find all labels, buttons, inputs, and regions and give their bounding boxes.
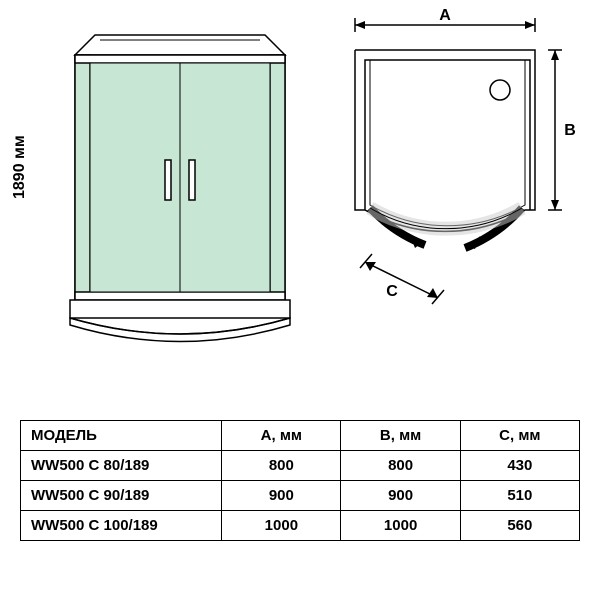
dim-label-a: A (439, 7, 451, 24)
dimensions-table: МОДЕЛЬ А, мм В, мм С, мм WW500 C 80/189 … (20, 420, 580, 541)
col-model: МОДЕЛЬ (21, 421, 222, 451)
dimensions-table-container: МОДЕЛЬ А, мм В, мм С, мм WW500 C 80/189 … (20, 420, 580, 541)
table-row: WW500 C 80/189 800 800 430 (21, 451, 580, 481)
col-b: В, мм (341, 421, 460, 451)
dim-label-c: C (386, 283, 398, 300)
dim-label-b: B (564, 122, 576, 139)
table-row: WW500 C 90/189 900 900 510 (21, 481, 580, 511)
front-view-drawing (60, 30, 300, 360)
col-a: А, мм (222, 421, 341, 451)
table-header-row: МОДЕЛЬ А, мм В, мм С, мм (21, 421, 580, 451)
diagram-area: 1890 мм (0, 0, 600, 380)
col-c: С, мм (460, 421, 579, 451)
height-dimension-label: 1890 мм (11, 135, 29, 199)
top-view-drawing: A B (330, 30, 570, 270)
table-row: WW500 C 100/189 1000 1000 560 (21, 511, 580, 541)
